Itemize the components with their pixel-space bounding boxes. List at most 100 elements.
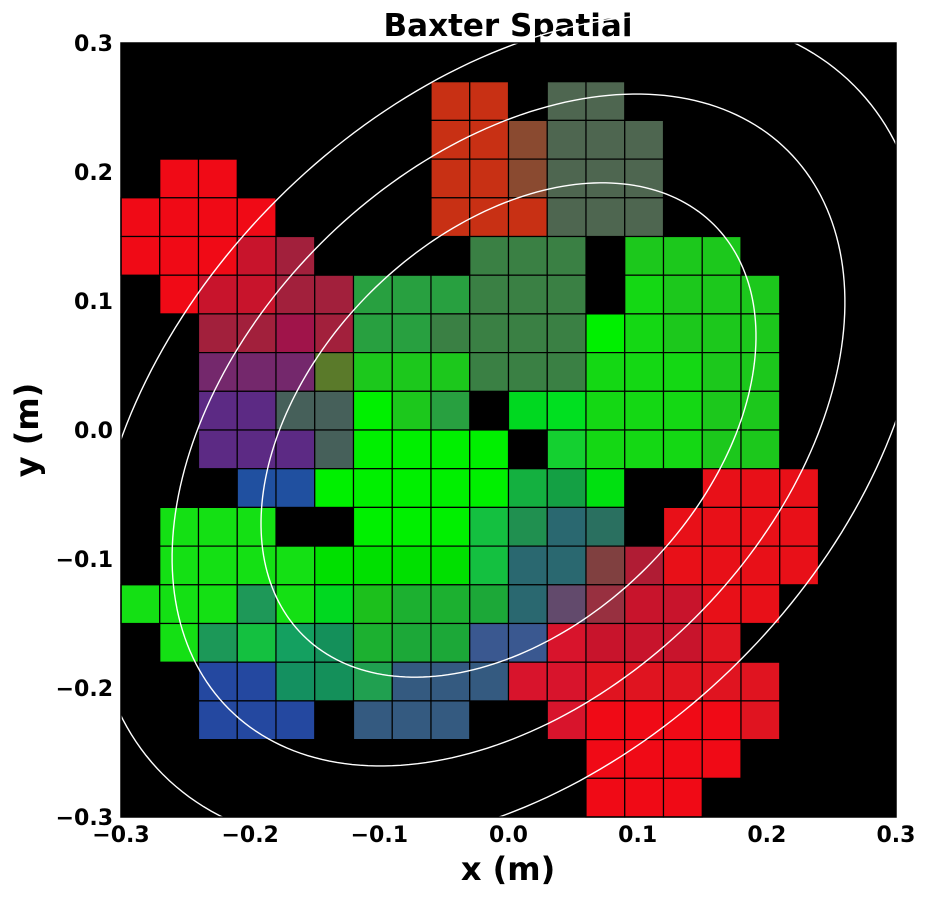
heatmap-cell <box>314 661 355 702</box>
heatmap-cell <box>236 506 277 547</box>
heatmap-cell <box>624 197 665 238</box>
heatmap-cell <box>507 197 548 238</box>
heatmap-cell <box>624 545 665 586</box>
heatmap-cell <box>507 506 548 547</box>
heatmap-cell <box>197 274 238 315</box>
heatmap-cell <box>624 390 665 431</box>
heatmap-cell <box>314 390 355 431</box>
heatmap-cell <box>159 545 200 586</box>
heatmap-cell <box>585 119 626 160</box>
heatmap-cell <box>507 390 548 431</box>
heatmap-cell <box>120 584 161 625</box>
heatmap-cell <box>585 313 626 354</box>
heatmap-cell <box>469 235 510 276</box>
heatmap-cell <box>430 700 471 741</box>
heatmap-cell <box>662 777 703 818</box>
heatmap-cell <box>391 700 432 741</box>
heatmap-cell <box>662 352 703 392</box>
heatmap-cell <box>430 429 471 470</box>
heatmap-cell <box>507 661 548 702</box>
heatmap-cell <box>585 197 626 238</box>
heatmap-cell <box>352 661 393 702</box>
heatmap-cell <box>740 352 781 392</box>
heatmap-cell <box>701 545 742 586</box>
heatmap-cell <box>236 545 277 586</box>
heatmap-cell <box>662 274 703 315</box>
heatmap-cell <box>236 584 277 625</box>
heatmap-cells <box>120 81 820 818</box>
heatmap-cell <box>314 468 355 509</box>
heatmap-cell <box>469 119 510 160</box>
heatmap-cell <box>352 545 393 586</box>
heatmap-cell <box>469 468 510 509</box>
heatmap-cell <box>624 700 665 741</box>
heatmap-cell <box>275 429 316 470</box>
heatmap-cell <box>546 352 587 392</box>
heatmap-cell <box>430 506 471 547</box>
heatmap-cell <box>197 313 238 354</box>
heatmap-cell <box>546 661 587 702</box>
heatmap-cell <box>430 274 471 315</box>
heatmap-cell <box>430 158 471 199</box>
heatmap-cell <box>159 197 200 238</box>
heatmap-cell <box>391 352 432 392</box>
heatmap-cell <box>740 468 781 509</box>
heatmap-cell <box>469 429 510 470</box>
y-tick-label: −0.3 <box>56 806 113 831</box>
heatmap-cell <box>740 584 781 625</box>
heatmap-cell <box>507 545 548 586</box>
heatmap-cell <box>469 81 510 121</box>
heatmap-cell <box>391 545 432 586</box>
heatmap-cell <box>430 584 471 625</box>
heatmap-cell <box>546 235 587 276</box>
heatmap-cell <box>662 661 703 702</box>
heatmap-cell <box>430 468 471 509</box>
heatmap-cell <box>624 313 665 354</box>
heatmap-cell <box>236 429 277 470</box>
heatmap-cell <box>430 197 471 238</box>
y-tick-label: 0.1 <box>74 290 113 315</box>
heatmap-cell <box>197 661 238 702</box>
heatmap-cell <box>275 274 316 315</box>
heatmap-cell <box>662 700 703 741</box>
heatmap-cell <box>740 429 781 470</box>
heatmap-cell <box>585 81 626 121</box>
heatmap-cell <box>236 390 277 431</box>
x-tick-label: 0.3 <box>877 823 916 848</box>
heatmap-cell <box>701 274 742 315</box>
heatmap-cell <box>624 274 665 315</box>
heatmap-cell <box>585 468 626 509</box>
heatmap-cell <box>624 235 665 276</box>
heatmap-cell <box>236 700 277 741</box>
heatmap-cell <box>391 506 432 547</box>
heatmap-cell <box>275 584 316 625</box>
heatmap-cell <box>546 197 587 238</box>
contour-lines <box>92 14 925 846</box>
heatmap-cell <box>236 468 277 509</box>
heatmap-cell <box>585 352 626 392</box>
heatmap-cell <box>120 197 161 238</box>
heatmap-cell <box>585 429 626 470</box>
heatmap-cell <box>197 429 238 470</box>
heatmap-cell <box>624 158 665 199</box>
x-tick-label: −0.1 <box>351 823 408 848</box>
heatmap-cell <box>662 584 703 625</box>
heatmap-cell <box>352 274 393 315</box>
heatmap-cell <box>662 738 703 779</box>
heatmap-cell <box>624 661 665 702</box>
heatmap-cell <box>430 545 471 586</box>
heatmap-cell <box>391 274 432 315</box>
heatmap-cell <box>430 390 471 431</box>
heatmap-cell <box>352 622 393 663</box>
heatmap-cell <box>197 545 238 586</box>
heatmap-cell <box>779 506 820 547</box>
heatmap-cell <box>352 313 393 354</box>
y-tick-labels: −0.3 −0.2 −0.1 0.0 0.1 0.2 0.3 <box>56 32 113 831</box>
heatmap-cell <box>740 313 781 354</box>
heatmap-cell <box>469 506 510 547</box>
heatmap-cell <box>507 158 548 199</box>
heatmap-cell <box>546 429 587 470</box>
chart-title: Baxter Spatial <box>384 8 633 44</box>
heatmap-cell <box>236 352 277 392</box>
heatmap-cell <box>546 584 587 625</box>
